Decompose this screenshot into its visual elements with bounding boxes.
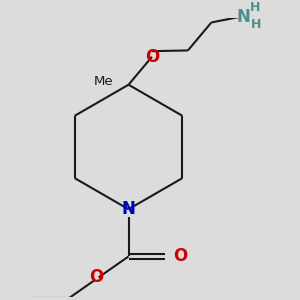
Text: N: N [122, 200, 136, 218]
Text: N: N [236, 8, 250, 26]
Text: O: O [89, 268, 103, 286]
Text: O: O [173, 248, 187, 266]
Text: H: H [250, 1, 260, 14]
Text: H: H [251, 18, 261, 31]
Text: O: O [145, 48, 159, 66]
Text: Me: Me [94, 75, 113, 88]
